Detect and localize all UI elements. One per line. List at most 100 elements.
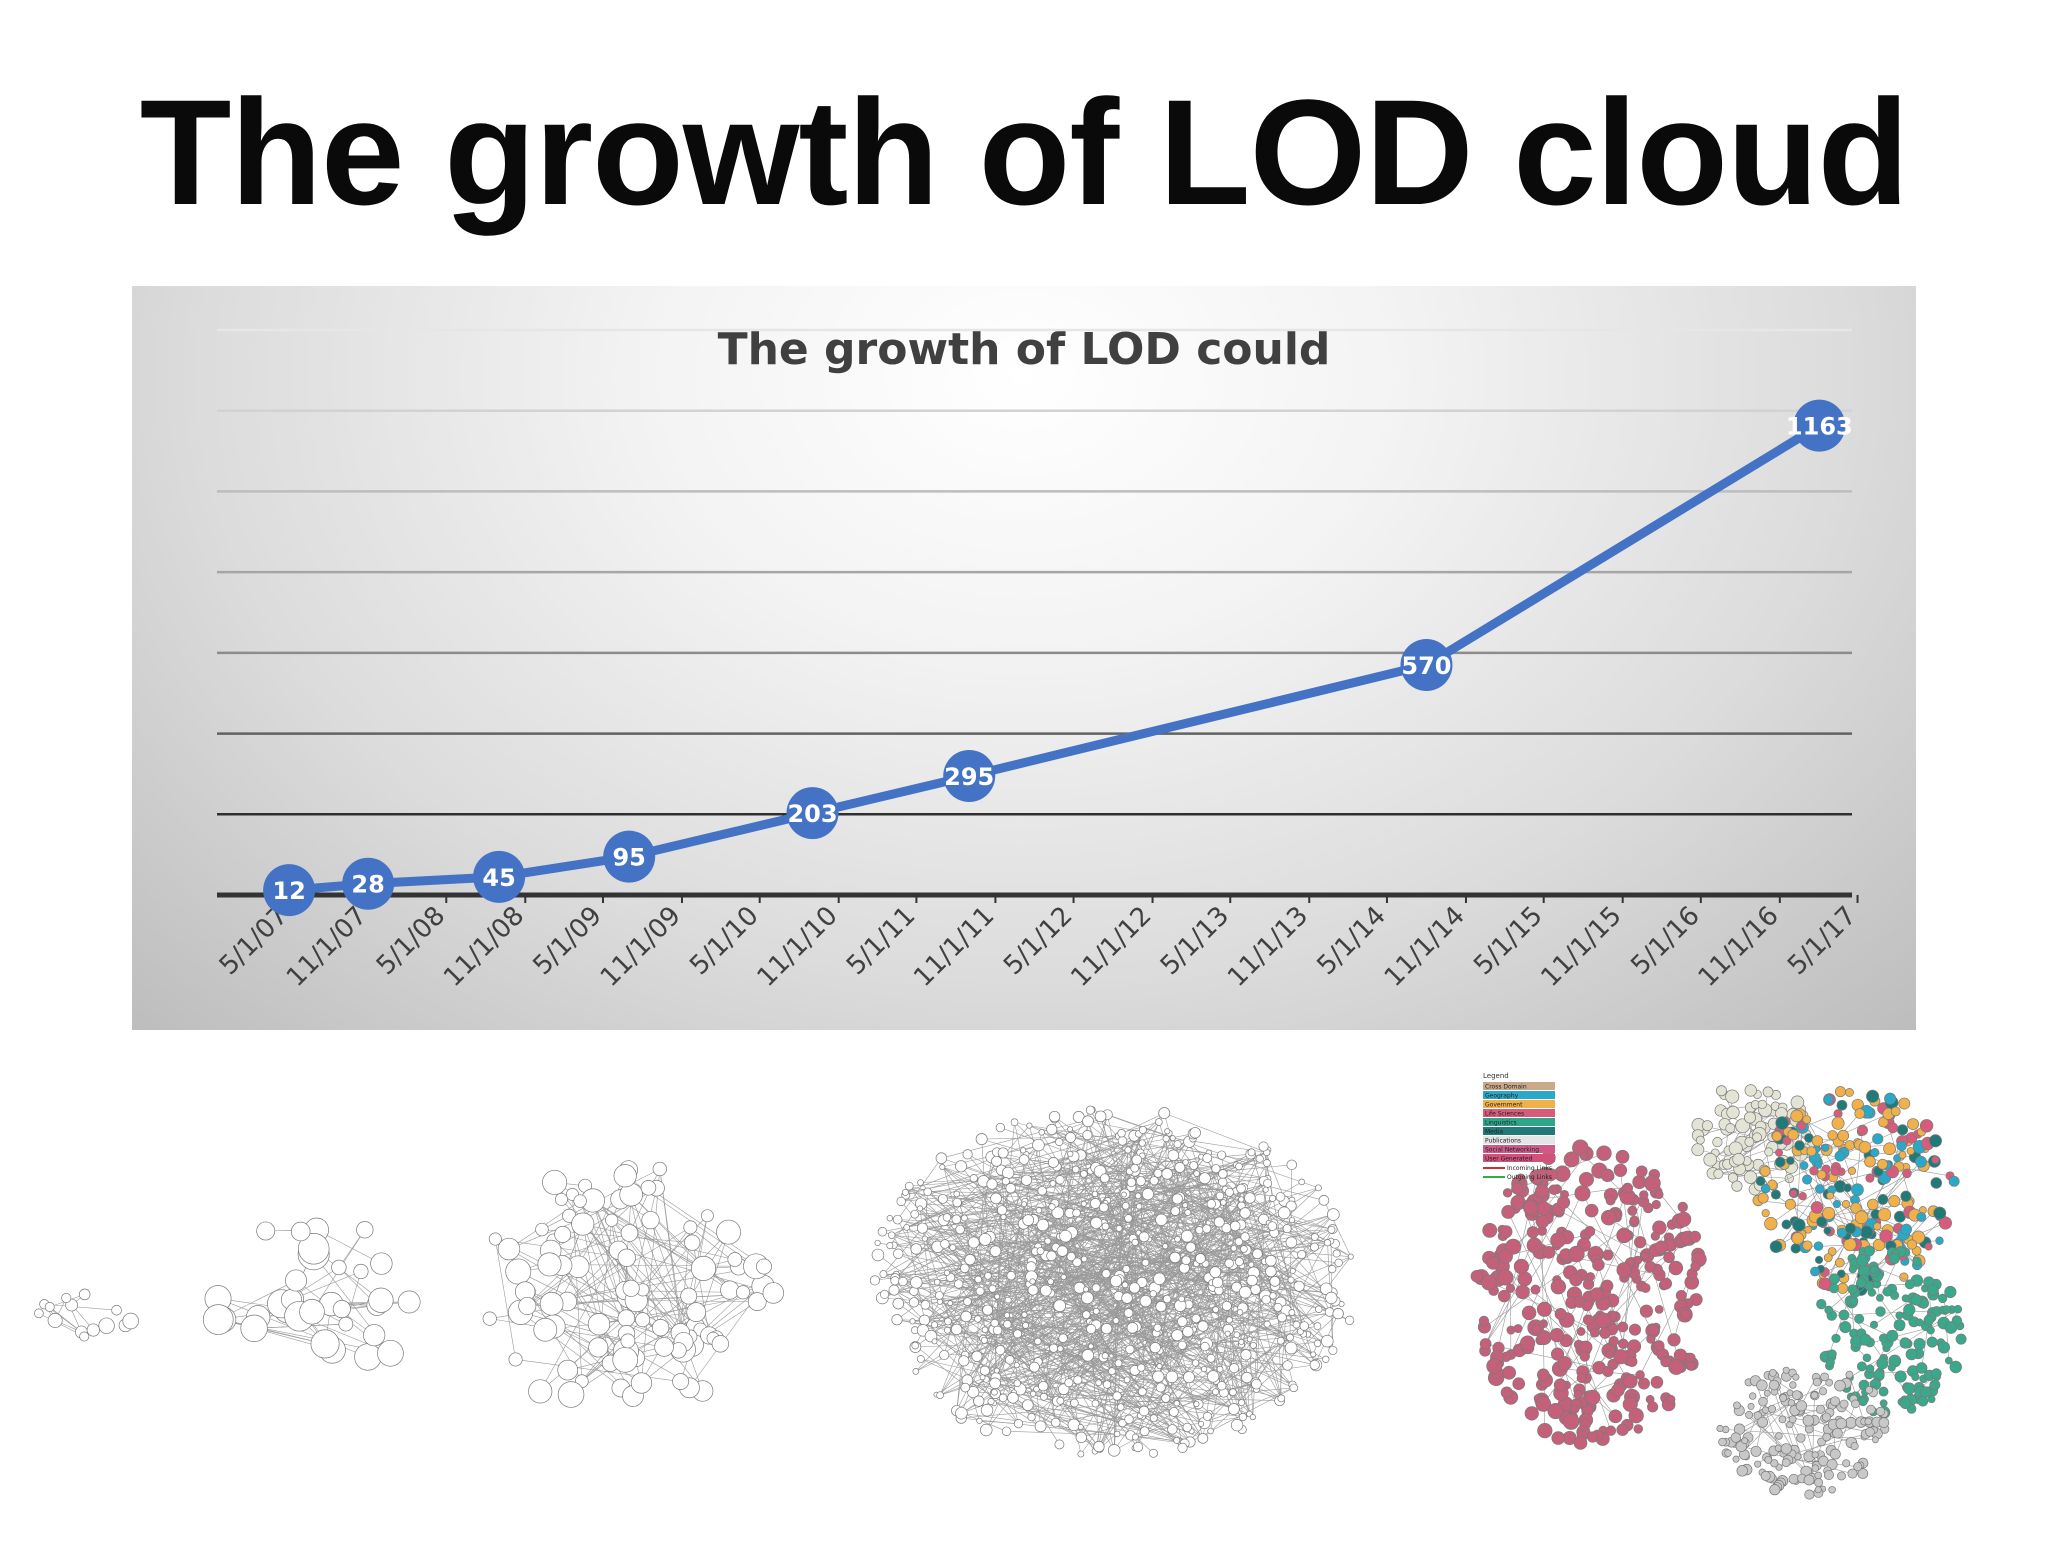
graph-node	[300, 1299, 325, 1324]
graph-node	[1654, 1341, 1664, 1351]
graph-node	[888, 1232, 895, 1239]
graph-node	[1011, 1119, 1018, 1126]
graph-node	[880, 1271, 887, 1278]
graph-node	[1136, 1177, 1145, 1186]
graph-node	[354, 1264, 368, 1278]
graph-node	[1855, 1211, 1868, 1224]
graph-node	[1067, 1252, 1075, 1260]
graph-node	[938, 1194, 947, 1203]
graph-node	[363, 1324, 384, 1345]
graph-node	[1832, 1334, 1841, 1343]
graph-node	[887, 1215, 893, 1221]
graph-node	[991, 1193, 1002, 1204]
graph-node	[977, 1418, 982, 1423]
graph-node	[1165, 1129, 1170, 1134]
graph-node	[1829, 1284, 1838, 1293]
x-tick-label: 11/1/15	[1536, 901, 1628, 993]
graph-node	[1056, 1176, 1064, 1184]
x-tick-label: 5/1/16	[1625, 901, 1705, 981]
graph-node	[968, 1237, 979, 1248]
graph-node	[1248, 1149, 1255, 1156]
graph-node	[1844, 1184, 1852, 1192]
graph-node	[398, 1291, 420, 1313]
graph-node	[917, 1355, 924, 1362]
graph-node	[112, 1305, 122, 1315]
graph-node	[1552, 1432, 1565, 1445]
graph-node	[1057, 1246, 1068, 1257]
graph-node	[1857, 1278, 1867, 1288]
graph-node	[1843, 1460, 1850, 1467]
graph-node	[1091, 1217, 1102, 1228]
graph-node	[684, 1235, 699, 1250]
graph-node	[87, 1324, 99, 1336]
graph-node	[1181, 1230, 1193, 1242]
graph-node	[1928, 1285, 1939, 1296]
graph-node	[498, 1238, 520, 1260]
graph-node	[1826, 1358, 1834, 1366]
lod-cloud-2007-thumbnail	[34, 1289, 138, 1341]
graph-node	[1499, 1249, 1513, 1263]
graph-node	[1101, 1323, 1112, 1334]
graph-node	[1782, 1220, 1791, 1229]
graph-node	[1132, 1434, 1138, 1440]
graph-node	[1198, 1421, 1203, 1426]
graph-node	[1793, 1374, 1799, 1380]
graph-node	[1532, 1325, 1541, 1334]
graph-node	[1538, 1423, 1553, 1438]
graph-node	[1249, 1262, 1254, 1267]
graph-node	[993, 1326, 1002, 1335]
graph-node	[1655, 1305, 1663, 1313]
graph-node	[558, 1382, 584, 1408]
graph-node	[1681, 1310, 1691, 1320]
graph-node	[924, 1188, 932, 1196]
graph-node	[1129, 1283, 1139, 1293]
graph-node	[257, 1222, 275, 1240]
graph-node	[1122, 1282, 1128, 1288]
graph-node	[621, 1225, 638, 1242]
graph-node	[1175, 1236, 1181, 1242]
graph-node	[1825, 1306, 1833, 1314]
graph-node	[954, 1280, 963, 1289]
graph-node	[1733, 1153, 1745, 1165]
graph-node	[45, 1302, 54, 1311]
graph-node	[972, 1351, 982, 1361]
graph-node	[937, 1392, 944, 1399]
graph-node	[970, 1174, 978, 1182]
graph-node	[1299, 1179, 1305, 1185]
graph-node	[1021, 1175, 1031, 1185]
graph-node	[1537, 1202, 1551, 1216]
graph-node	[1329, 1346, 1337, 1354]
graph-node	[1122, 1293, 1133, 1304]
graph-node	[1719, 1438, 1727, 1446]
graph-node	[918, 1180, 924, 1186]
graph-node	[961, 1215, 967, 1221]
graph-node	[1564, 1152, 1579, 1167]
graph-node	[1008, 1392, 1019, 1403]
graph-node	[1125, 1415, 1134, 1424]
graph-node	[1846, 1371, 1853, 1378]
graph-node	[1172, 1194, 1182, 1204]
legend-link-label: Incoming Links	[1507, 1165, 1552, 1172]
graph-node	[1879, 1387, 1888, 1396]
graph-node	[1775, 1445, 1782, 1452]
graph-node	[1779, 1416, 1786, 1423]
graph-node	[1149, 1449, 1157, 1457]
graph-node	[1142, 1259, 1149, 1266]
graph-node	[1636, 1166, 1647, 1177]
x-tick-label: 5/1/12	[998, 901, 1078, 981]
graph-node	[291, 1222, 310, 1241]
graph-node	[950, 1244, 956, 1250]
graph-node	[1081, 1256, 1087, 1262]
graph-node	[1714, 1169, 1723, 1178]
graph-node	[1880, 1400, 1887, 1407]
graph-node	[1250, 1342, 1256, 1348]
graph-node	[964, 1298, 972, 1306]
graph-node	[1899, 1098, 1910, 1109]
graph-node	[1583, 1315, 1593, 1325]
graph-node	[605, 1214, 617, 1226]
graph-node	[1190, 1162, 1198, 1170]
graph-node	[943, 1214, 951, 1222]
graph-node	[1592, 1259, 1604, 1271]
graph-node	[1014, 1380, 1021, 1387]
graph-node	[1014, 1362, 1019, 1367]
